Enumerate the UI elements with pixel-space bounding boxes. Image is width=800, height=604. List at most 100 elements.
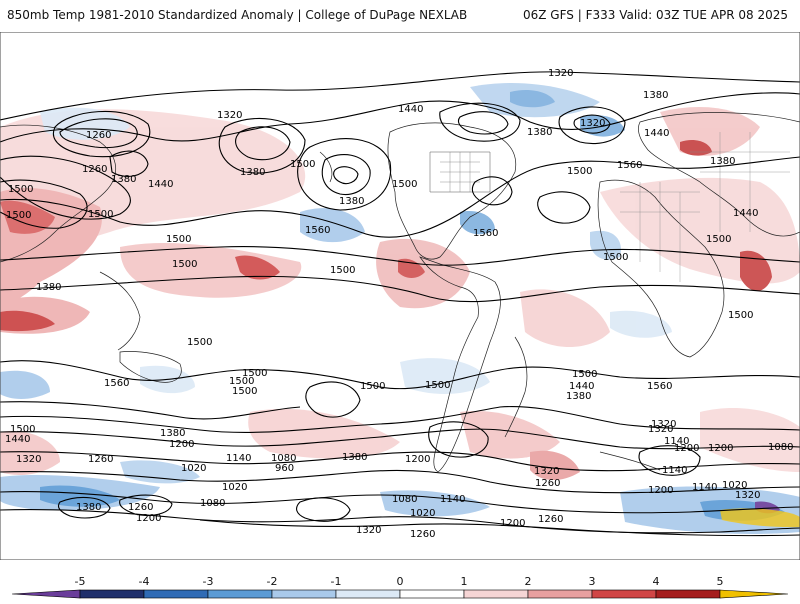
contour-label: 1560: [104, 378, 129, 389]
contour-label: 1260: [128, 502, 153, 513]
contour-label: 1260: [88, 454, 113, 465]
colorbar-tick: -4: [139, 575, 150, 588]
contour-label: 960: [275, 463, 294, 474]
contour-label: 1440: [569, 381, 594, 392]
contour-label: 1080: [200, 498, 225, 509]
colorbar-tick: 1: [461, 575, 468, 588]
contour-label: 1320: [534, 466, 559, 477]
contour-label: 1140: [226, 453, 251, 464]
map-title: 850mb Temp 1981-2010 Standardized Anomal…: [7, 8, 468, 22]
contour-label: 1380: [643, 90, 668, 101]
colorbar-tick: 5: [717, 575, 724, 588]
colorbar-segment: [271, 589, 337, 599]
contour-label: 1140: [662, 465, 687, 476]
contour-label: 1380: [566, 391, 591, 402]
run-info: 06Z GFS | F333 Valid: 03Z TUE APR 08 202…: [522, 8, 788, 22]
colorbar-segment: [143, 589, 209, 599]
colorbar-tick: 3: [589, 575, 596, 588]
contour-label: 1500: [330, 265, 355, 276]
colorbar-arrow-high: [719, 589, 789, 599]
anomaly-map: 1320 1380 1440 1260 1320 1380 1500 1320 …: [0, 32, 800, 560]
contour-label: 1260: [538, 514, 563, 525]
contour-label: 1500: [88, 209, 113, 220]
contour-label: 1500: [242, 368, 267, 379]
colorbar-tick: 4: [653, 575, 660, 588]
contour-label: 1440: [148, 179, 173, 190]
contour-label: 1500: [706, 234, 731, 245]
header: 850mb Temp 1981-2010 Standardized Anomal…: [0, 0, 800, 32]
contour-label: 1320: [651, 419, 676, 430]
contour-label: 1380: [342, 452, 367, 463]
colorbar-segment: [79, 589, 145, 599]
contour-label: 1500: [187, 337, 212, 348]
contour-label: 1020: [410, 508, 435, 519]
contour-label: 1020: [181, 463, 206, 474]
contour-label: 1320: [356, 525, 381, 536]
contour-label: 1080: [271, 453, 296, 464]
contour-label: 1500: [425, 380, 450, 391]
contour-label: 1200: [708, 443, 733, 454]
colorbar-tick: -1: [331, 575, 342, 588]
contour-label: 1500: [10, 424, 35, 435]
contour-label: 1200: [405, 454, 430, 465]
contour-label: 1200: [169, 439, 194, 450]
contour-label: 1320: [217, 110, 242, 121]
contour-label: 1440: [644, 128, 669, 139]
contour-label: 1320: [735, 490, 760, 501]
colorbar-segment: [207, 589, 273, 599]
colorbar-segment: [463, 589, 529, 599]
contour-label: 1200: [648, 485, 673, 496]
contour-label: 1320: [648, 424, 673, 435]
colorbar-tick: -3: [203, 575, 214, 588]
contour-label: 1080: [392, 494, 417, 505]
contour-label: 1500: [603, 252, 628, 263]
colorbar-segment: [591, 589, 657, 599]
contour-label: 1440: [733, 208, 758, 219]
contour-label: 1380: [76, 502, 101, 513]
contour-label: 1200: [500, 518, 525, 529]
contour-label: 1500: [567, 166, 592, 177]
contour-label: 1380: [710, 156, 735, 167]
coastlines: [0, 112, 800, 473]
contour-label: 1500: [290, 159, 315, 170]
contour-label: 1500: [166, 234, 191, 245]
contour-label: 1140: [664, 436, 689, 447]
contour-label: 1560: [647, 381, 672, 392]
contour-label: 1500: [392, 179, 417, 190]
contour-label: 1500: [572, 369, 597, 380]
colorbar-segment: [527, 589, 593, 599]
contour-label: 1380: [111, 174, 136, 185]
contour-label: 1380: [339, 196, 364, 207]
contour-label: 1500: [8, 184, 33, 195]
contour-label: 1140: [692, 482, 717, 493]
contour-label: 1320: [16, 454, 41, 465]
colorbar: -5 -4 -3 -2 -1 0 1 2 3 4 5: [0, 560, 800, 600]
contour-label: 1380: [527, 127, 552, 138]
height-contours: [0, 71, 800, 537]
contour-label: 1260: [410, 529, 435, 540]
contour-label: 1140: [440, 494, 465, 505]
cold-anomaly-shading: [0, 82, 800, 534]
contour-label: 1020: [222, 482, 247, 493]
contour-label: 1500: [728, 310, 753, 321]
colorbar-tick-labels: -5 -4 -3 -2 -1 0 1 2 3 4 5: [75, 575, 724, 588]
contour-label: 1500: [360, 381, 385, 392]
contour-label: 1020: [722, 480, 747, 491]
colorbar-arrow-low: [11, 589, 81, 599]
contour-label: 1560: [305, 225, 330, 236]
contour-label: 1500: [6, 210, 31, 221]
contour-labels: 1320 1380 1440 1260 1320 1380 1500 1320 …: [5, 68, 793, 540]
contour-label: 1500: [229, 376, 254, 387]
contour-label: 1500: [232, 386, 257, 397]
colorbar-tick: -2: [267, 575, 278, 588]
contour-label: 1260: [82, 164, 107, 175]
contour-label: 1560: [473, 228, 498, 239]
colorbar-svg: -5 -4 -3 -2 -1 0 1 2 3 4 5: [11, 575, 789, 599]
contour-label: 1380: [36, 282, 61, 293]
colorbar-tick: -5: [75, 575, 86, 588]
contour-label: 1320: [548, 68, 573, 79]
contour-label: 1440: [5, 434, 30, 445]
colorbar-segment: [399, 589, 465, 599]
contour-label: 1500: [172, 259, 197, 270]
contour-label: 1200: [136, 513, 161, 524]
